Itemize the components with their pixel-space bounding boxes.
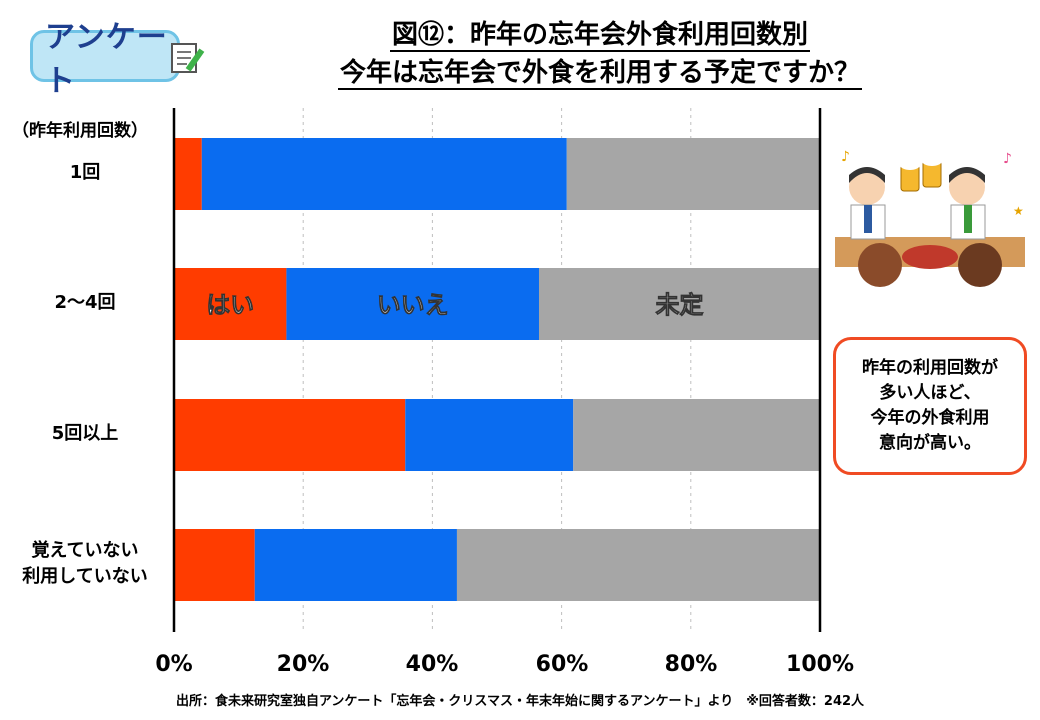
category-label-4: 覚えていない 利用していない	[22, 540, 148, 587]
x-tick-label: 40%	[405, 652, 459, 677]
x-tick-label: 0%	[155, 652, 193, 677]
callout-line: 多い人ほど、	[879, 383, 981, 403]
chart-title-line1: 図⑫：昨年の忘年会外食利用回数別	[389, 20, 810, 52]
x-tick-label: 80%	[664, 652, 718, 677]
category-label-3: 5回以上	[51, 423, 119, 444]
x-tick-label: 60%	[535, 652, 589, 677]
callout-line: 昨年の利用回数が	[862, 358, 998, 378]
callout-line: 意向が高い。	[879, 433, 981, 453]
svg-text:★: ★	[1013, 204, 1024, 218]
bar-segment-undecided	[456, 529, 820, 601]
legend-label-no: いいえ	[377, 291, 449, 319]
bar-segment-yes	[174, 529, 255, 601]
svg-text:♪: ♪	[1003, 151, 1012, 167]
insight-callout: 昨年の利用回数が 多い人ほど、 今年の外食利用 意向が高い。	[833, 337, 1027, 475]
source-footnote: 出所：食未来研究室独自アンケート「忘年会・クリスマス・年末年始に関するアンケート…	[175, 694, 865, 709]
survey-badge: アンケート	[30, 20, 180, 99]
category-axis-header: （昨年利用回数）	[12, 121, 148, 141]
bar-segment-no	[286, 268, 539, 340]
x-tick-label: 100%	[786, 652, 854, 677]
bar-segment-no	[201, 138, 567, 210]
bar-segment-undecided	[538, 268, 820, 340]
bar-segment-yes	[174, 399, 406, 471]
bar-segment-no	[405, 399, 574, 471]
legend-label-undecided: 未定	[655, 291, 703, 319]
bar-segment-no	[254, 529, 457, 601]
category-label-2: 2〜4回	[54, 292, 116, 313]
memo-pencil-icon	[171, 43, 205, 73]
bar-segment-yes	[174, 138, 202, 210]
survey-badge-label: アンケート	[45, 20, 168, 99]
bar-segment-undecided	[566, 138, 820, 210]
legend-label-yes: はい	[206, 291, 254, 319]
chart-title-line2: 今年は忘年会で外食を利用する予定ですか？	[337, 58, 862, 90]
bar-segment-undecided	[573, 399, 820, 471]
category-label-1: 1回	[69, 162, 101, 183]
bar-segment-yes	[174, 268, 287, 340]
party-toast-illustration: ♪ ♪ ★	[835, 149, 1025, 305]
x-tick-label: 20%	[276, 652, 330, 677]
svg-text:♪: ♪	[841, 149, 850, 165]
callout-line: 今年の外食利用	[870, 408, 990, 428]
